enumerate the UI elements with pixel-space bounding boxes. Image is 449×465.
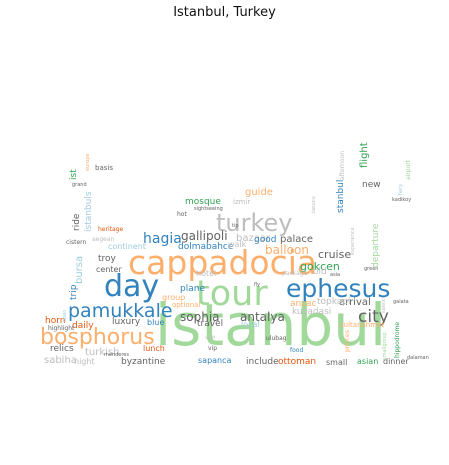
word-bursa: bursa (74, 255, 85, 284)
word-daily: daily (72, 321, 94, 331)
word-airport: airport (405, 159, 412, 180)
word-istanbul: istanbul (155, 291, 387, 359)
word-anzac: anzac (290, 299, 317, 309)
word-ride: ride (72, 213, 82, 231)
word-byzantine: byzantine (121, 357, 166, 367)
word-blue: blue (147, 318, 165, 327)
word-menderes: menderes (104, 352, 129, 358)
word-day: day (104, 269, 160, 304)
word-istanbuls: istanbuls (84, 191, 94, 232)
word-city: city (358, 307, 389, 327)
word-galata: galata (393, 299, 409, 305)
word-arrival: arrival (339, 297, 371, 308)
word-guide: guide (245, 187, 273, 198)
word-hotel: hotel (196, 269, 217, 278)
word-good: good (254, 235, 277, 245)
word-sapanca: sapanca (198, 356, 232, 365)
word-luxury: luxury (112, 317, 141, 327)
word-afternoon: afternoon (339, 150, 346, 180)
word-open: open (62, 309, 68, 322)
word-cappadocia: cappadocia (128, 243, 318, 282)
word-tour: tour (196, 274, 268, 314)
word-hippodrome: hippodrome (394, 321, 401, 358)
word-local: local (241, 320, 260, 329)
word-flight: flight (359, 142, 370, 168)
word-sightseeing: sightseeing (194, 206, 223, 212)
word-optional: optional (172, 301, 201, 309)
word-smallgroup: smallgroup (382, 332, 388, 360)
word-ist: ist (69, 169, 79, 180)
chart-title: Istanbul, Turkey (173, 5, 276, 20)
word-trip: trip (69, 284, 79, 300)
word-small: small (326, 358, 348, 367)
word-gallipoli: gallipoli (181, 229, 228, 243)
word-troy: troy (98, 254, 116, 264)
word-continent: continent (108, 242, 146, 251)
word-kadikoy: kadikoy (392, 197, 412, 203)
word-fly: fly (254, 282, 261, 288)
word-departure: departure (371, 223, 381, 268)
word-new: new (362, 180, 381, 190)
word-ulubag: ulubag (266, 335, 287, 342)
word-grand: grand (72, 182, 87, 188)
word-asian: asian (357, 357, 379, 366)
word-travel: travel (197, 319, 224, 329)
word-package: package (282, 270, 308, 277)
word-include: include (246, 357, 279, 367)
word-mosque: mosque (185, 197, 221, 207)
word-green: green (364, 266, 379, 272)
word-dinner: dinner (383, 357, 409, 366)
word-experience: experience (350, 227, 356, 255)
word-night: night (74, 357, 95, 366)
word-relics: relics (50, 344, 74, 354)
word-fairy: fairy (398, 183, 404, 195)
word-lunch: lunch (143, 344, 165, 353)
word-kusadasi: kusadasi (292, 307, 332, 317)
word-turkish: turkish (85, 347, 120, 358)
word-izmir: izmir (233, 198, 251, 206)
word-walk: walk (228, 240, 247, 249)
word-cruise: cruise (318, 248, 352, 261)
word-balloon: balloon (265, 243, 309, 257)
word-dolmabahce: dolmabahce (178, 242, 234, 252)
word-aegean: aegean (92, 236, 115, 243)
word-topkapi: topkapi (317, 297, 351, 307)
word-group: group (162, 293, 186, 302)
word-ephesus: ephesus (286, 274, 391, 303)
word-heritage: heritage (98, 226, 124, 233)
word-sophia: sophia (180, 310, 220, 324)
word-ottoman: ottoman (278, 357, 317, 367)
word-gokcen: gokcen (300, 260, 340, 273)
word-tasucu: tasucu (311, 196, 317, 213)
word-pamukkale: pamukkale (68, 300, 173, 322)
word-cistern: cistern (66, 239, 87, 246)
word-kaleici: kaleici (381, 297, 387, 313)
word-asia: asia (330, 272, 341, 278)
word-hagia: hagia (143, 231, 182, 247)
word-vip: vip (208, 345, 218, 352)
word-horn: horn (45, 316, 66, 326)
word-hot: hot (177, 211, 187, 218)
word-turkey: turkey (216, 209, 293, 237)
word-food: food (290, 347, 304, 354)
word-basis: basis (95, 164, 113, 172)
word-tip: tip (232, 223, 239, 229)
word-center: center (96, 265, 122, 274)
word-bazaar: bazaar (236, 233, 271, 244)
word-dalaman: dalaman (407, 355, 429, 361)
word-sabiha: sabiha (44, 355, 77, 366)
word-bosphorus: bosphorus (40, 325, 155, 350)
word-sultanahmet: sultanahmet (340, 321, 385, 329)
word-old: old (313, 267, 327, 277)
word-stanbul-v: stanbul (336, 179, 346, 213)
word-europe: europe (85, 153, 91, 172)
word-princes: princes (344, 330, 351, 352)
word-highlight: highlight (48, 325, 75, 332)
word-palace: palace (280, 234, 314, 245)
word-plane: plane (180, 284, 205, 294)
word-antalya: antalya (240, 310, 285, 324)
word-visit: visit (205, 335, 216, 341)
